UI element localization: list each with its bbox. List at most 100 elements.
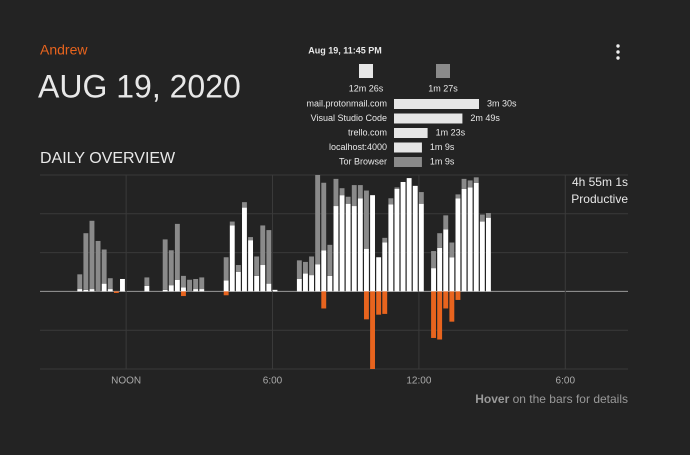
bar <box>479 214 485 222</box>
bar <box>168 285 174 292</box>
bar <box>223 291 229 296</box>
bar <box>388 204 394 292</box>
bar <box>181 291 186 297</box>
bar <box>254 256 260 276</box>
bar <box>242 202 247 208</box>
bar <box>77 274 83 290</box>
row-name: localhost:4000 <box>329 142 387 152</box>
bar <box>199 277 205 290</box>
bar <box>382 237 388 243</box>
bar <box>351 185 357 207</box>
bar <box>461 188 467 292</box>
bar <box>455 198 461 292</box>
bar <box>479 221 485 292</box>
bar <box>95 240 101 292</box>
row-bar <box>394 157 422 167</box>
row-label: 1m 9s <box>430 142 455 152</box>
bar <box>455 194 461 199</box>
legend-swatch <box>436 64 450 78</box>
bar <box>107 278 113 290</box>
bar <box>406 178 412 292</box>
bar <box>235 272 241 292</box>
bar <box>174 223 180 280</box>
bar <box>455 291 461 300</box>
row-bar <box>394 142 422 153</box>
bar <box>376 257 382 292</box>
bar <box>370 291 375 369</box>
bar <box>89 220 95 290</box>
bar <box>443 215 449 230</box>
bar <box>266 230 272 284</box>
bar <box>333 178 339 207</box>
row-name: Visual Studio Code <box>311 113 387 123</box>
bar <box>229 225 235 292</box>
bar <box>449 291 455 322</box>
bar <box>193 289 199 292</box>
bar <box>467 187 473 292</box>
bar <box>113 291 119 293</box>
bar <box>296 260 302 279</box>
bar <box>418 192 424 204</box>
bar <box>364 190 369 249</box>
x-tick-label: 12:00 <box>406 376 431 387</box>
legend-label: 1m 27s <box>428 83 458 93</box>
bar <box>83 233 89 290</box>
bar <box>327 275 333 292</box>
bar <box>382 242 388 292</box>
bar <box>437 247 443 292</box>
bar <box>400 181 406 292</box>
bar <box>321 182 327 251</box>
bar <box>394 188 400 292</box>
bar <box>89 289 95 292</box>
row-bar <box>394 99 479 109</box>
bar <box>327 244 333 276</box>
bar <box>388 198 394 205</box>
bar <box>321 291 327 309</box>
bar <box>437 233 443 248</box>
bar <box>357 198 363 292</box>
bar <box>443 229 449 292</box>
bar <box>315 264 321 292</box>
row-name: mail.protonmail.com <box>306 98 387 108</box>
bar <box>235 265 241 272</box>
bar <box>473 177 479 183</box>
bar <box>486 217 491 292</box>
bar <box>321 250 327 292</box>
bar <box>266 283 272 292</box>
bar <box>199 289 205 292</box>
bar <box>437 291 443 340</box>
bar <box>77 289 83 292</box>
section-title: DAILY OVERVIEW <box>40 150 176 167</box>
bar <box>162 239 168 290</box>
bar <box>431 291 436 338</box>
bar <box>223 280 229 292</box>
bar <box>431 251 436 269</box>
bar <box>144 277 150 286</box>
summary-label: Productive <box>571 192 628 206</box>
bar <box>107 289 113 292</box>
bar <box>486 213 491 218</box>
bar <box>394 187 400 189</box>
bar <box>364 291 369 320</box>
bar <box>120 278 125 292</box>
bar <box>101 283 107 292</box>
bar <box>83 289 89 292</box>
bar <box>181 287 186 292</box>
bar <box>382 291 388 314</box>
legend-swatch <box>359 64 373 78</box>
menu-button[interactable] <box>616 44 620 60</box>
bar <box>370 195 375 292</box>
bar <box>357 185 363 199</box>
row-bar <box>394 128 428 138</box>
x-tick-label: 6:00 <box>263 376 283 387</box>
legend-label: 12m 26s <box>349 83 384 93</box>
bar <box>248 237 253 241</box>
bar <box>345 196 351 204</box>
row-label: 3m 30s <box>487 98 517 108</box>
bar <box>449 257 455 292</box>
bar <box>443 291 449 309</box>
bar <box>242 207 247 292</box>
